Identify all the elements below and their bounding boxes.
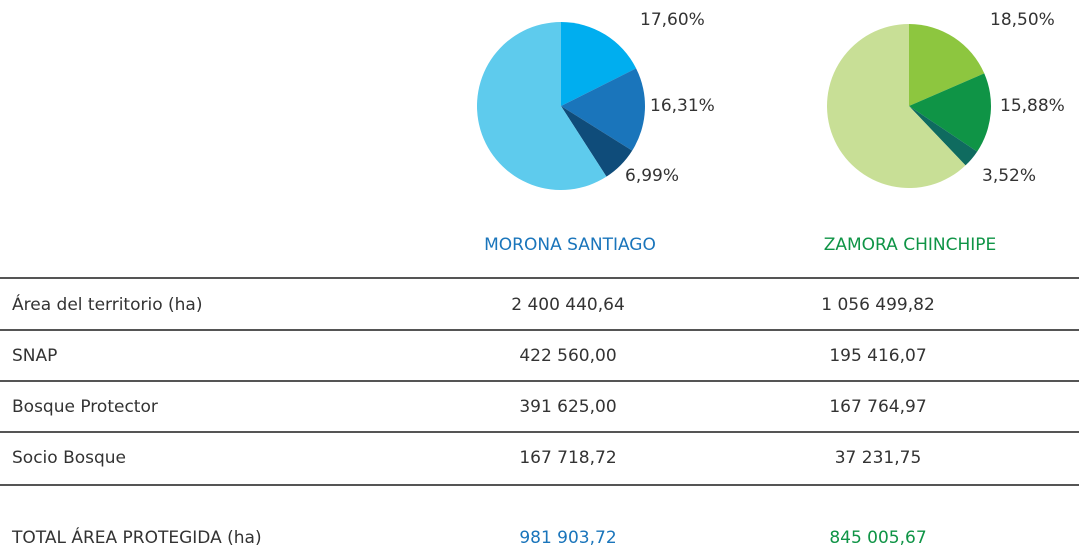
slice-label: 18,50% xyxy=(990,10,1055,30)
pie-title: MORONA SANTIAGO xyxy=(484,235,656,255)
pie-slice xyxy=(909,24,985,106)
pie-slice xyxy=(826,24,966,188)
slice-label: 15,88% xyxy=(1000,96,1065,116)
pie-slice xyxy=(909,106,978,166)
cell: 981 903,72 xyxy=(519,528,616,548)
cell: 167 718,72 xyxy=(519,448,616,468)
pie-slice xyxy=(476,22,607,191)
row-label: Socio Bosque xyxy=(12,448,126,468)
pie-slice xyxy=(561,68,646,151)
pie-slice xyxy=(909,73,991,152)
slice-label: 3,52% xyxy=(982,166,1036,186)
cell: 391 625,00 xyxy=(519,397,616,417)
cell: 1 056 499,82 xyxy=(821,295,935,315)
row-label: TOTAL ÁREA PROTEGIDA (ha) xyxy=(11,526,262,548)
slice-label: 17,60% xyxy=(640,10,705,30)
cell: 37 231,75 xyxy=(835,448,922,468)
pie-title: ZAMORA CHINCHIPE xyxy=(824,235,997,255)
pie-slice xyxy=(561,106,633,177)
cell: 167 764,97 xyxy=(829,397,926,417)
slice-label: 6,99% xyxy=(625,166,679,186)
cell: 2 400 440,64 xyxy=(511,295,625,315)
row-label: Bosque Protector xyxy=(12,397,158,417)
cell: 422 560,00 xyxy=(519,346,616,366)
row-label: SNAP xyxy=(12,346,57,366)
cell: 195 416,07 xyxy=(829,346,926,366)
row-label: Área del territorio (ha) xyxy=(12,293,202,315)
slice-label: 16,31% xyxy=(650,96,715,116)
cell: 845 005,67 xyxy=(829,528,926,548)
pie-slice xyxy=(561,22,637,106)
